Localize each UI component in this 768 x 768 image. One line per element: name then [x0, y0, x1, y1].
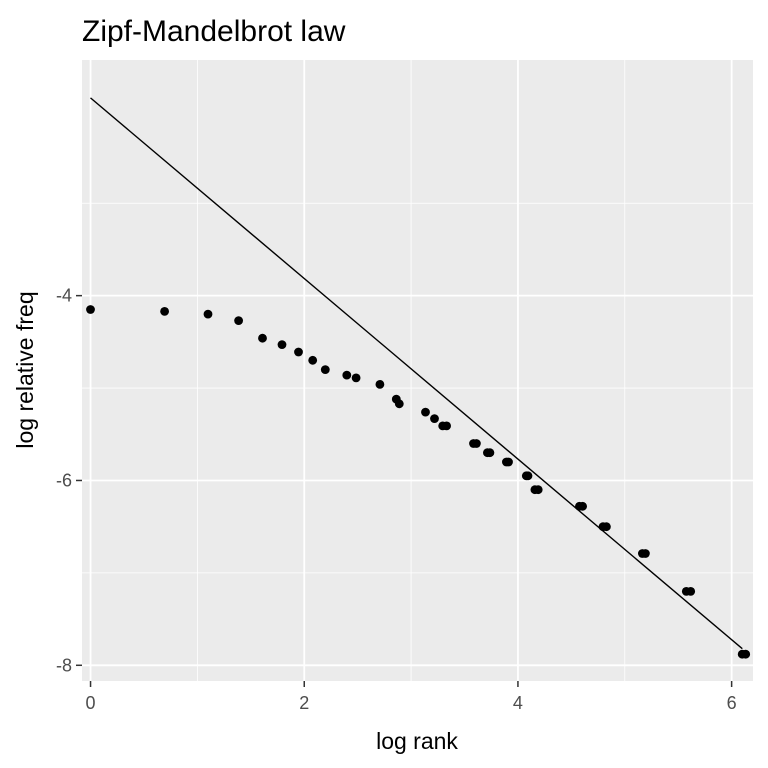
data-point: [421, 407, 430, 417]
x-tick-label: 0: [86, 693, 96, 713]
data-point: [686, 587, 696, 596]
chart-title: Zipf-Mandelbrot law: [82, 15, 346, 48]
x-axis: 0 2 4 6: [86, 681, 737, 713]
data-point: [320, 365, 330, 374]
data-point: [602, 522, 611, 532]
data-point: [308, 355, 318, 365]
y-tick-label: -8: [56, 655, 72, 675]
y-tick-label: -4: [56, 286, 72, 306]
grid-minor: [82, 60, 753, 681]
y-axis: -8 -6 -4: [56, 286, 82, 675]
data-point: [523, 471, 533, 481]
data-point: [234, 316, 244, 325]
data-point: [741, 649, 751, 659]
data-point: [394, 399, 404, 409]
data-point: [375, 380, 385, 389]
data-point: [641, 549, 650, 558]
plot-panel: [82, 60, 753, 681]
x-tick-label: 2: [299, 693, 309, 713]
x-axis-title: log rank: [376, 728, 458, 754]
data-point: [203, 309, 213, 319]
data-point: [294, 347, 303, 357]
data-point: [504, 457, 513, 467]
data-point: [86, 305, 95, 314]
x-tick-label: 4: [513, 693, 523, 713]
data-point: [258, 333, 267, 343]
data-point: [342, 370, 352, 380]
data-point: [533, 485, 543, 495]
y-axis-title: log relative freq: [12, 291, 38, 448]
data-point: [430, 414, 439, 423]
y-tick-label: -6: [56, 470, 72, 490]
data-point: [578, 501, 587, 511]
data-point: [277, 340, 287, 349]
data-point: [160, 307, 170, 316]
grid-major: [82, 60, 753, 681]
data-point: [485, 448, 495, 458]
fit-line-group: [90, 97, 743, 650]
data-point: [351, 373, 361, 383]
data-point: [472, 439, 481, 448]
data-point: [442, 421, 451, 431]
data-points: [86, 305, 751, 659]
x-tick-label: 6: [727, 693, 737, 713]
fit-line: [90, 97, 743, 650]
